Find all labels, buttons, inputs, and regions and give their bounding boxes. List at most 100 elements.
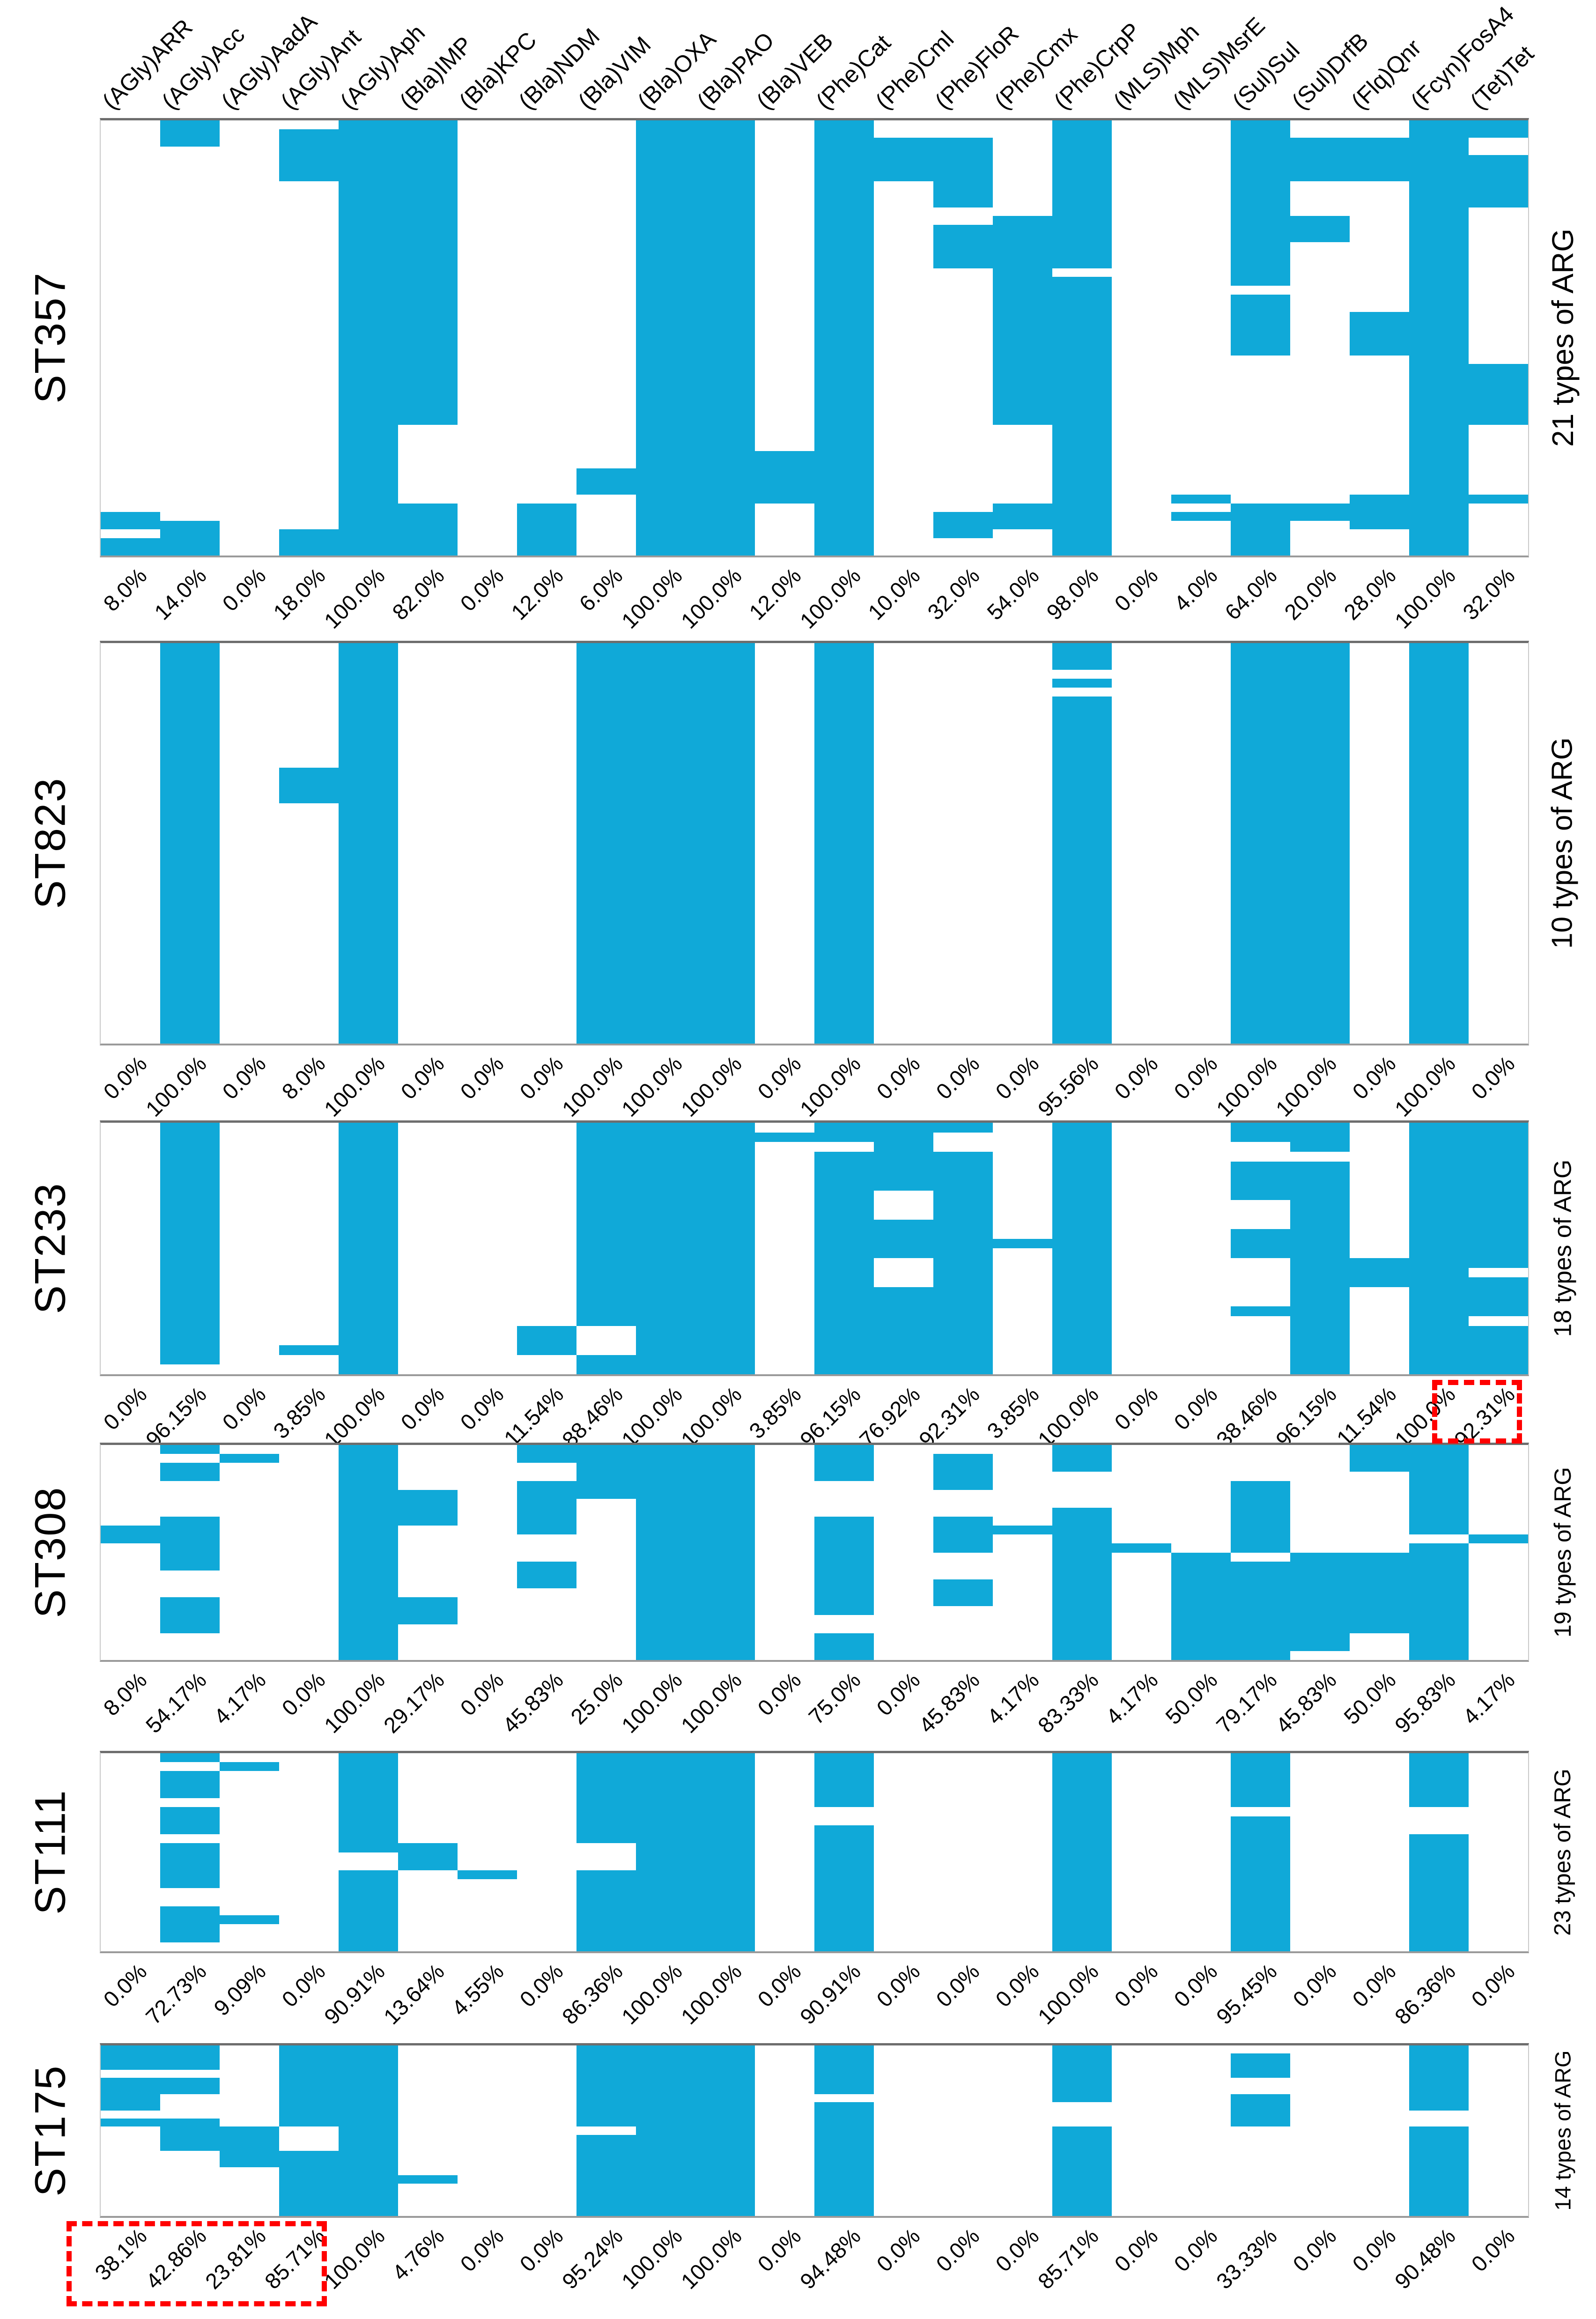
heatmap-cell-run (1052, 1123, 1112, 1374)
heatmap-cell-run (1469, 1534, 1528, 1544)
heatmap-cell-run (1409, 120, 1469, 556)
percentage-label: 100.0% (557, 1051, 628, 1122)
heatmap-cell-run (160, 520, 220, 556)
heatmap-cell-run (576, 1445, 636, 1499)
percentage-label: 0.0% (1347, 1958, 1401, 2012)
percentage-label: 100.0% (676, 563, 746, 634)
heatmap-cell-run (160, 120, 220, 147)
heatmap-cell-run (1350, 494, 1409, 530)
heatmap-cell-run (220, 2126, 279, 2167)
percentage-label: 0.0% (1169, 1051, 1222, 1104)
percentage-label: 100.0% (616, 1958, 687, 2030)
percentage-label: 0.0% (455, 2223, 509, 2277)
heatmap-cell-run (636, 120, 695, 556)
heatmap-cell-run (1469, 1277, 1528, 1317)
heatmap-cell-run (339, 120, 398, 556)
heatmap-cell-run (993, 503, 1052, 530)
heatmap-cell-run (814, 1517, 874, 1615)
st-row-label-gutter: ST233 (0, 1120, 101, 1376)
st-row-label-gutter: ST357 (0, 118, 101, 557)
percentage-label: 94.48% (795, 2223, 865, 2294)
heatmap-cell-run (1290, 1552, 1350, 1651)
heatmap-cell-run (1052, 1445, 1112, 1472)
percentage-label: 100.0% (140, 1051, 211, 1122)
heatmap-cell-run (1350, 1445, 1409, 1472)
heatmap-cell-run (814, 1825, 874, 1951)
highlight-box-st175-agly (66, 2221, 327, 2306)
heatmap-cell-run (101, 512, 160, 530)
heatmap-cell-run (993, 1526, 1052, 1535)
percentage-label: 0.0% (515, 1051, 568, 1104)
percentage-label: 100.0% (1271, 1051, 1341, 1122)
percentage-label: 100.0% (1033, 1958, 1103, 2030)
percentage-label: 9.09% (209, 1958, 271, 2021)
arg-count-gutter: 10 types of ARG (1530, 641, 1595, 1045)
percentage-label: 0.0% (872, 1667, 925, 1721)
percentage-label: 20.0% (1279, 563, 1341, 625)
heatmap-cell-run (1231, 1306, 1290, 1317)
heatmap-cell-run (695, 1123, 755, 1374)
heatmap-cell-run (101, 2078, 160, 2111)
heatmap-cell-run (517, 1561, 576, 1588)
heatmap-cell-run (1231, 1161, 1290, 1200)
heatmap-cell-run (160, 1753, 220, 1763)
percentage-label: 85.71% (1033, 2223, 1103, 2294)
heatmap-cell-run (160, 2119, 220, 2151)
heatmap-cell-run (398, 2175, 458, 2184)
heatmap-cell-run (160, 1906, 220, 1942)
heatmap-cell-run (814, 2045, 874, 2094)
percentage-label: 33.33% (1211, 2223, 1282, 2294)
percentage-label: 0.0% (396, 1051, 449, 1104)
percentage-label: 0.0% (931, 1958, 984, 2012)
heatmap-cell-run (398, 1843, 458, 1870)
percentage-label: 100.0% (616, 1051, 687, 1122)
heatmap-cell-run (814, 1123, 874, 1142)
percentage-label: 0.0% (1169, 2223, 1222, 2277)
heatmap-cell-run (1231, 503, 1290, 556)
st-row-label-gutter: ST823 (0, 641, 101, 1045)
st-row-label: ST175 (26, 2064, 74, 2197)
heatmap-cell-run (1409, 1543, 1469, 1660)
heatmap-cell-run (1469, 120, 1528, 138)
heatmap-cell-run (1052, 1507, 1112, 1660)
percentage-label: 0.0% (753, 1667, 806, 1721)
heatmap-cell-run (1171, 512, 1231, 521)
percentage-label: 0.0% (931, 2223, 984, 2277)
percentage-label: 8.0% (98, 563, 152, 616)
percentage-label: 0.0% (98, 1051, 152, 1104)
heatmap-panel-st823 (100, 641, 1529, 1045)
st-row-label-gutter: ST175 (0, 2043, 101, 2218)
heatmap-cell-run (1290, 1123, 1350, 1152)
percentage-label: 0.0% (1109, 563, 1163, 616)
percentage-label: 32.0% (1458, 563, 1520, 625)
heatmap-cell-run (101, 538, 160, 556)
percentage-label: 54.0% (982, 563, 1044, 625)
heatmap-cell-run (636, 1123, 695, 1374)
percentage-label: 0.0% (753, 2223, 806, 2277)
heatmap-cell-run (933, 1151, 993, 1374)
percentage-label: 0.0% (455, 563, 509, 616)
percentage-label: 0.0% (1109, 1051, 1163, 1104)
percentage-label: 75.0% (804, 1667, 865, 1729)
st-row-label: ST308 (26, 1486, 74, 1618)
percentage-label: 45.83% (1271, 1667, 1341, 1738)
heatmap-panel-st357 (100, 118, 1529, 557)
heatmap-cell-run (933, 512, 993, 538)
heatmap-cell-run (874, 1123, 933, 1191)
heatmap-cell-run (517, 1445, 576, 1463)
arg-count-label: 23 types of ARG (1550, 1768, 1575, 1936)
heatmap-cell-run (814, 2102, 874, 2216)
heatmap-cell-run (1052, 696, 1112, 1044)
percentage-label: 6.0% (574, 563, 628, 616)
heatmap-cell-run (398, 1597, 458, 1624)
heatmap-cell-run (993, 1238, 1052, 1249)
heatmap-panel-st233 (100, 1120, 1529, 1376)
st-row-label: ST823 (26, 777, 74, 909)
heatmap-cell-run (398, 1489, 458, 1526)
percentage-label: 72.73% (140, 1958, 211, 2030)
percentage-label: 100.0% (319, 2223, 390, 2294)
heatmap-cell-run (1052, 679, 1112, 688)
heatmap-cell-run (576, 468, 636, 495)
percentage-label: 100.0% (676, 1958, 746, 2030)
